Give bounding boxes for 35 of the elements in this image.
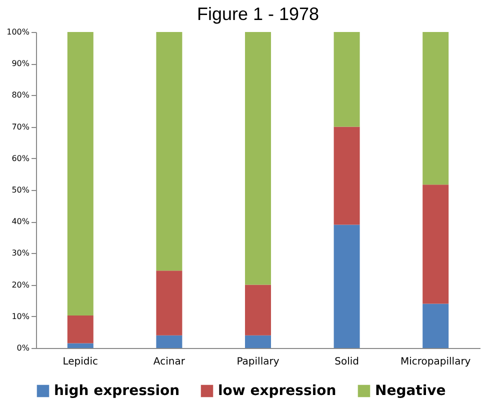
x-tick-label: Micropapillary <box>400 356 471 368</box>
x-tick-label: Papillary <box>236 356 280 368</box>
bar <box>156 335 182 348</box>
bar <box>156 32 182 271</box>
legend-label: low expression <box>218 383 336 399</box>
bar <box>334 32 360 127</box>
bar <box>67 315 94 344</box>
bar <box>422 32 449 185</box>
y-tick-label: 70% <box>12 122 30 132</box>
bar <box>334 126 360 225</box>
y-tick-label: 10% <box>12 312 30 321</box>
y-tick-label: 60% <box>12 154 30 163</box>
bar <box>334 224 360 348</box>
y-tick-label: 20% <box>12 280 30 290</box>
legend-label: Negative <box>375 383 446 399</box>
y-tick-label: 90% <box>12 59 30 68</box>
bar <box>245 335 271 348</box>
y-tick-label: 80% <box>12 90 30 100</box>
bar <box>422 304 449 348</box>
bar <box>67 32 94 316</box>
y-tick-label: 50% <box>12 186 30 194</box>
x-tick-label: Acinar <box>153 356 186 368</box>
bar <box>245 32 271 285</box>
bar <box>156 270 182 336</box>
y-tick-label: 40% <box>12 217 30 226</box>
y-tick-label: 30% <box>12 248 30 258</box>
bar <box>67 343 94 348</box>
bar <box>245 284 271 336</box>
y-tick-label: 100% <box>6 28 30 36</box>
y-tick-label: 0% <box>16 344 30 352</box>
x-tick-label: Lepidic <box>62 356 98 368</box>
x-tick-label: Solid <box>334 356 359 368</box>
bar <box>422 184 449 304</box>
legend-label: high expression <box>54 383 180 399</box>
chart-title: Figure 1 - 1978 <box>196 4 320 24</box>
